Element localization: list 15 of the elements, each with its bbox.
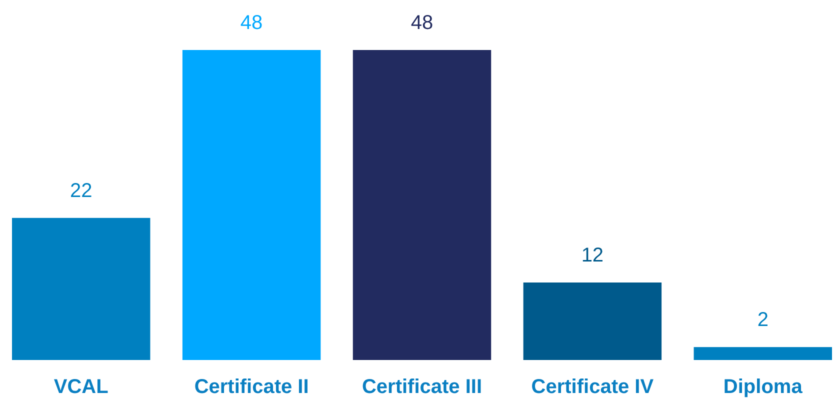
x-tick-label: Certificate II (194, 376, 309, 398)
bar (523, 282, 662, 360)
bar (182, 50, 321, 360)
x-tick-label: Diploma (723, 376, 804, 398)
bar (352, 50, 492, 360)
x-tick-label: Certificate IV (531, 376, 654, 398)
bar (694, 347, 832, 360)
x-tick-label: VCAL (54, 376, 108, 398)
data-label: 12 (581, 244, 604, 266)
bar (12, 218, 150, 360)
data-label: 22 (70, 180, 92, 202)
data-label: 48 (240, 12, 263, 34)
data-label: 48 (410, 12, 434, 34)
data-label: 2 (757, 309, 768, 332)
x-tick-label: Certificate III (362, 376, 482, 398)
